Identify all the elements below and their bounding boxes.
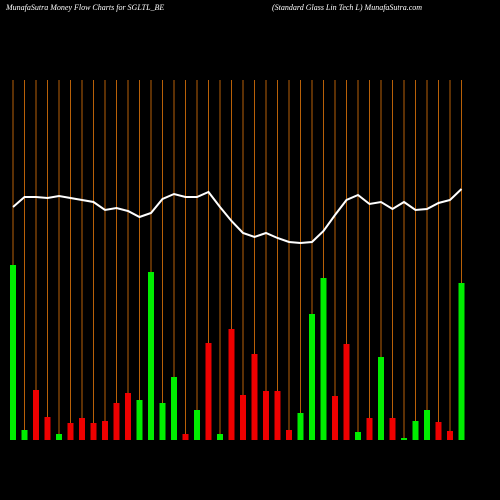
bar (412, 421, 419, 440)
bar (424, 410, 430, 440)
bar (79, 418, 85, 440)
bar (90, 423, 97, 440)
bar (389, 418, 396, 440)
bar (182, 434, 189, 440)
bar (378, 357, 384, 440)
bar (343, 344, 350, 440)
bar (10, 265, 16, 440)
bar (251, 354, 258, 440)
bar (355, 432, 361, 440)
bar (125, 393, 131, 440)
bar (309, 314, 315, 440)
bar (401, 438, 407, 440)
bar (21, 430, 28, 440)
money-flow-line (12, 188, 463, 245)
bar (286, 430, 292, 440)
bar (274, 391, 281, 440)
bar (240, 395, 246, 440)
bar (228, 329, 235, 440)
bar (263, 391, 269, 440)
chart-subtitle: (Standard Glass Lin Tech L) MunafaSutra.… (272, 3, 422, 12)
bar (447, 431, 453, 440)
bar (159, 403, 166, 440)
bar (435, 422, 442, 440)
bar (320, 278, 327, 440)
bar (194, 410, 200, 440)
bar (332, 396, 338, 440)
bar (366, 418, 373, 440)
bar (205, 343, 212, 440)
bar (217, 434, 223, 440)
bar (44, 417, 51, 440)
bar (67, 423, 74, 440)
bar (297, 413, 304, 440)
bar (171, 377, 177, 440)
bar (136, 400, 143, 440)
bar (458, 283, 465, 440)
chart-title: MunafaSutra Money Flow Charts for SGLTL_… (5, 3, 164, 12)
bar (102, 421, 108, 440)
bar (148, 272, 154, 440)
bar (113, 403, 120, 440)
bar (33, 390, 39, 440)
bar (56, 434, 62, 440)
